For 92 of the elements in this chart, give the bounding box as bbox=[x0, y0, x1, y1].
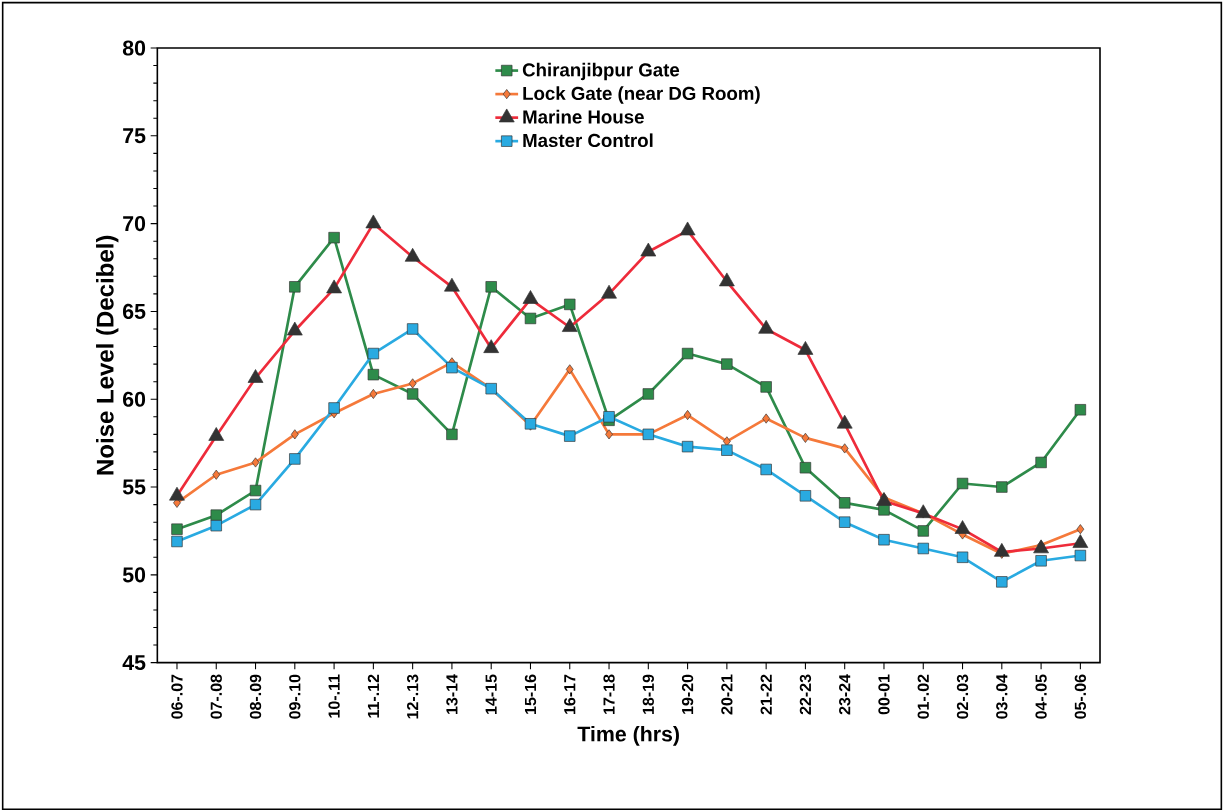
x-tick-label: 09-.10 bbox=[289, 674, 301, 719]
point bbox=[328, 231, 340, 244]
point bbox=[369, 388, 378, 399]
x-tick-label: 13-14 bbox=[446, 674, 458, 714]
point bbox=[1035, 456, 1047, 469]
y-tick-label: 50 bbox=[122, 567, 146, 583]
point bbox=[251, 457, 260, 468]
y-tick-label: 60 bbox=[123, 391, 146, 407]
x-tick-label: 03-.04 bbox=[996, 674, 1008, 719]
x-tick-label: 01-.02 bbox=[917, 674, 929, 719]
x-tick-label: 20-21 bbox=[721, 674, 733, 715]
point bbox=[171, 523, 183, 535]
point bbox=[956, 477, 969, 490]
x-tick-label: 16-17 bbox=[564, 674, 576, 714]
point bbox=[799, 490, 812, 502]
x-tick-label: 12-.13 bbox=[406, 674, 419, 719]
y-tick-label: 80 bbox=[122, 40, 146, 56]
point bbox=[564, 430, 576, 442]
x-tick-label: 22-23 bbox=[799, 674, 812, 715]
x-tick-label: 17-18 bbox=[603, 674, 615, 714]
x-tick-label: 18-19 bbox=[642, 674, 654, 714]
x-tick-label: 07-.08 bbox=[210, 674, 222, 719]
point bbox=[762, 413, 770, 424]
point bbox=[564, 298, 576, 311]
x-tick-label: 05-.06 bbox=[1074, 674, 1087, 719]
point bbox=[681, 347, 694, 360]
point bbox=[212, 469, 221, 480]
point bbox=[290, 429, 299, 440]
x-tick-label: 21-22 bbox=[760, 674, 772, 715]
point bbox=[289, 281, 301, 293]
point bbox=[760, 381, 772, 393]
point bbox=[565, 364, 574, 375]
point bbox=[605, 429, 613, 440]
point bbox=[485, 281, 497, 293]
x-tick-label: 06-.07 bbox=[171, 674, 183, 719]
point bbox=[840, 443, 849, 454]
point bbox=[446, 428, 458, 441]
point bbox=[210, 519, 222, 532]
x-tick-label: 04-.05 bbox=[1035, 674, 1047, 719]
x-tick-label: 02-.03 bbox=[956, 674, 969, 719]
point bbox=[171, 535, 183, 548]
point bbox=[956, 551, 969, 563]
y-tick-label: 45 bbox=[122, 655, 146, 671]
point bbox=[917, 542, 929, 555]
point bbox=[683, 410, 692, 421]
y-tick-label: 65 bbox=[123, 303, 146, 319]
legend-label: Master Control bbox=[523, 133, 653, 148]
point bbox=[801, 432, 810, 443]
point bbox=[249, 498, 262, 511]
point bbox=[996, 576, 1008, 588]
x-tick-label: 23-24 bbox=[839, 674, 851, 715]
point bbox=[878, 534, 890, 546]
point bbox=[681, 440, 694, 453]
point bbox=[996, 481, 1008, 493]
point bbox=[721, 444, 733, 456]
x-tick-label: 14-15 bbox=[485, 674, 497, 714]
y-axis-title: Noise Level (Decibel) bbox=[96, 235, 119, 475]
point bbox=[210, 509, 222, 521]
x-tick-label: 15-16 bbox=[524, 674, 537, 714]
point bbox=[1074, 549, 1087, 562]
x-tick-label: 11-.12 bbox=[367, 674, 379, 718]
point bbox=[406, 323, 419, 335]
point bbox=[367, 347, 380, 360]
x-axis-title: Time (hrs) bbox=[577, 725, 679, 746]
point bbox=[1074, 404, 1087, 416]
y-tick-label: 75 bbox=[123, 128, 146, 144]
point bbox=[839, 497, 851, 509]
point bbox=[446, 361, 458, 374]
x-tick-label: 10-.11 bbox=[328, 674, 340, 718]
point bbox=[367, 368, 380, 381]
legend-label: Chiranjibpur Gate bbox=[522, 62, 680, 81]
point bbox=[406, 388, 419, 400]
x-tick-label: 08-.09 bbox=[249, 674, 262, 719]
y-tick-label: 55 bbox=[122, 479, 146, 495]
point bbox=[839, 516, 851, 528]
point bbox=[408, 378, 417, 389]
point bbox=[721, 358, 733, 370]
point bbox=[760, 463, 772, 476]
point bbox=[1035, 555, 1047, 567]
point bbox=[289, 453, 301, 465]
point bbox=[524, 312, 537, 325]
point bbox=[799, 462, 812, 474]
y-tick-label: 70 bbox=[123, 216, 146, 232]
point bbox=[917, 525, 929, 537]
point bbox=[328, 402, 340, 414]
point bbox=[249, 484, 262, 497]
x-tick-label: 00-01 bbox=[878, 674, 890, 715]
legend-label: Marine House bbox=[523, 109, 644, 124]
point bbox=[1076, 524, 1085, 535]
point bbox=[642, 388, 654, 400]
legend-label: Lock Gate (near DG Room) bbox=[523, 86, 760, 104]
x-tick-label: 19-20 bbox=[681, 674, 694, 714]
